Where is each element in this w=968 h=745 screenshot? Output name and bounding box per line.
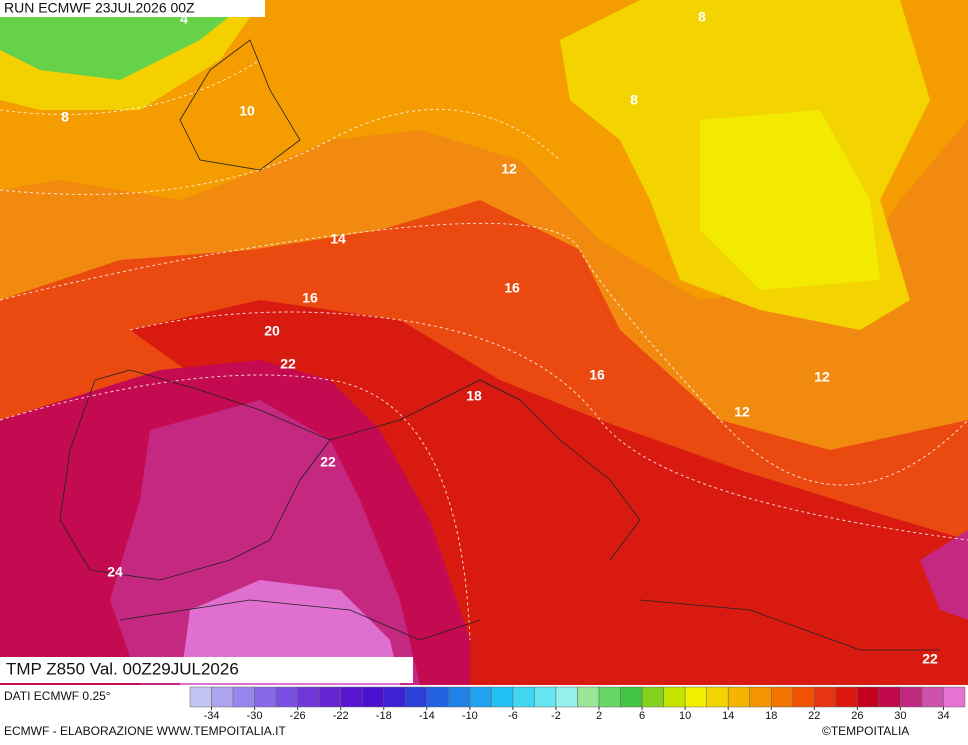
colorbar-box [684,686,707,708]
map-area: RUN ECMWF 23JUL2026 00Z TMP Z850 Val. 00… [0,0,968,685]
contour-label: 16 [302,290,318,306]
contour-label: 4 [180,11,188,27]
contour [0,222,968,486]
coastline [179,39,301,171]
colorbar-box [361,686,385,708]
bright-yellow-region [700,110,880,290]
colorbar-box [448,686,471,708]
colorbar-box [706,686,729,708]
colorbar-box [318,686,341,708]
colorbar-tick-label: -2 [551,710,561,722]
coastline [329,379,641,561]
logo: ©TEMPOITALIA [822,724,909,738]
colorbar-tick-label: 6 [639,710,645,722]
colorbar-box [943,686,966,708]
contour-label: 18 [466,388,482,404]
contour [0,108,561,195]
contour [129,311,968,541]
contour-label: 10 [239,103,255,119]
contour-label: 22 [280,356,296,372]
colorbar-tick-label: 26 [851,710,863,722]
colorbar-tick-label: 18 [765,710,777,722]
colorbar-box [663,686,686,708]
contour-label: 8 [61,109,69,125]
coastline [59,369,331,581]
colorbar-tick-label: 14 [722,710,734,722]
colorbar-box [857,686,880,708]
colorbar-tick-label: 30 [894,710,906,722]
contour-label: 22 [320,454,336,470]
colorbar-box [641,686,664,708]
colorbar-box [749,686,772,708]
colorbar-box [534,686,557,708]
colorbar: -34 -30 -26 -22 -18 -14 -10 -6 -2 2 6 10 14 18 22 26 30 3… [189,686,966,722]
colorbar-box [835,686,858,708]
colorbar-box [598,686,621,708]
colorbar-box [297,686,320,708]
colorbar-tick-label: 2 [596,710,602,722]
colorbar-tick-label: -34 [204,710,220,722]
contour-label: 12 [814,369,830,385]
colorbar-tick-label: -22 [333,710,349,722]
colorbar-tick-label: 22 [808,710,820,722]
colorbar-tick-label: -18 [376,710,392,722]
run-box [0,0,265,17]
colorbar-tick-label: 10 [679,710,691,722]
colorbar-box [405,686,428,708]
map-title: TMP Z850 Val. 00Z29JUL2026 [6,659,239,678]
colorbar-box [577,686,600,708]
colorbar-box [512,686,535,708]
contour-label: 22 [922,651,938,667]
source-label: DATI ECMWF 0.25° [4,689,111,703]
colorbar-box [555,686,578,708]
contour-label: 16 [589,367,605,383]
colorbar-box [469,686,492,708]
contour-labels: 4 8 8 8 10 12 14 16 16 20 22 18 16 12 12 22 24 22 [61,9,938,667]
colorbar-box [792,686,815,708]
credit: ECMWF - ELABORAZIONE WWW.TEMPOITALIA.IT [4,724,286,738]
colorbar-box [921,686,944,708]
colorbar-box [189,686,212,708]
contour-label: 12 [501,161,517,177]
colorbar-box [878,686,901,708]
colorbar-tick-label: -14 [419,710,435,722]
colorbar-box [771,686,794,708]
run-label: RUN ECMWF 23JUL2026 00Z [4,0,195,16]
colorbar-box [426,686,449,708]
colorbar-box [727,686,750,708]
colorbar-box [254,686,277,708]
colorbar-box [383,686,406,708]
colorbar-box [340,686,363,708]
colorbar-tick-label: -6 [508,710,518,722]
colorbar-box [814,686,837,708]
colorbar-box [491,686,514,708]
contour-label: 20 [264,323,280,339]
contour-label: 16 [504,280,520,296]
colorbar-tick-label: -26 [290,710,306,722]
contour-label: 14 [330,231,346,247]
contour [0,374,471,641]
colorbar-box [232,686,255,708]
pink-east [920,530,968,620]
colorbar-box [275,686,298,708]
colorbar-box [900,686,923,708]
colorbar-tick-label: -10 [462,710,478,722]
title-box [0,657,413,683]
colorbar-tick-label: 34 [937,710,949,722]
colorbar-box [620,686,643,708]
contour-label: 12 [734,404,750,420]
contour-label: 8 [630,92,638,108]
colorbar-box [211,686,234,708]
contour-label: 24 [107,564,123,580]
green-region [0,0,250,80]
coastline [119,599,940,651]
contour-label: 8 [698,9,706,25]
contour [0,59,261,115]
colorbar-tick-label: -30 [247,710,263,722]
